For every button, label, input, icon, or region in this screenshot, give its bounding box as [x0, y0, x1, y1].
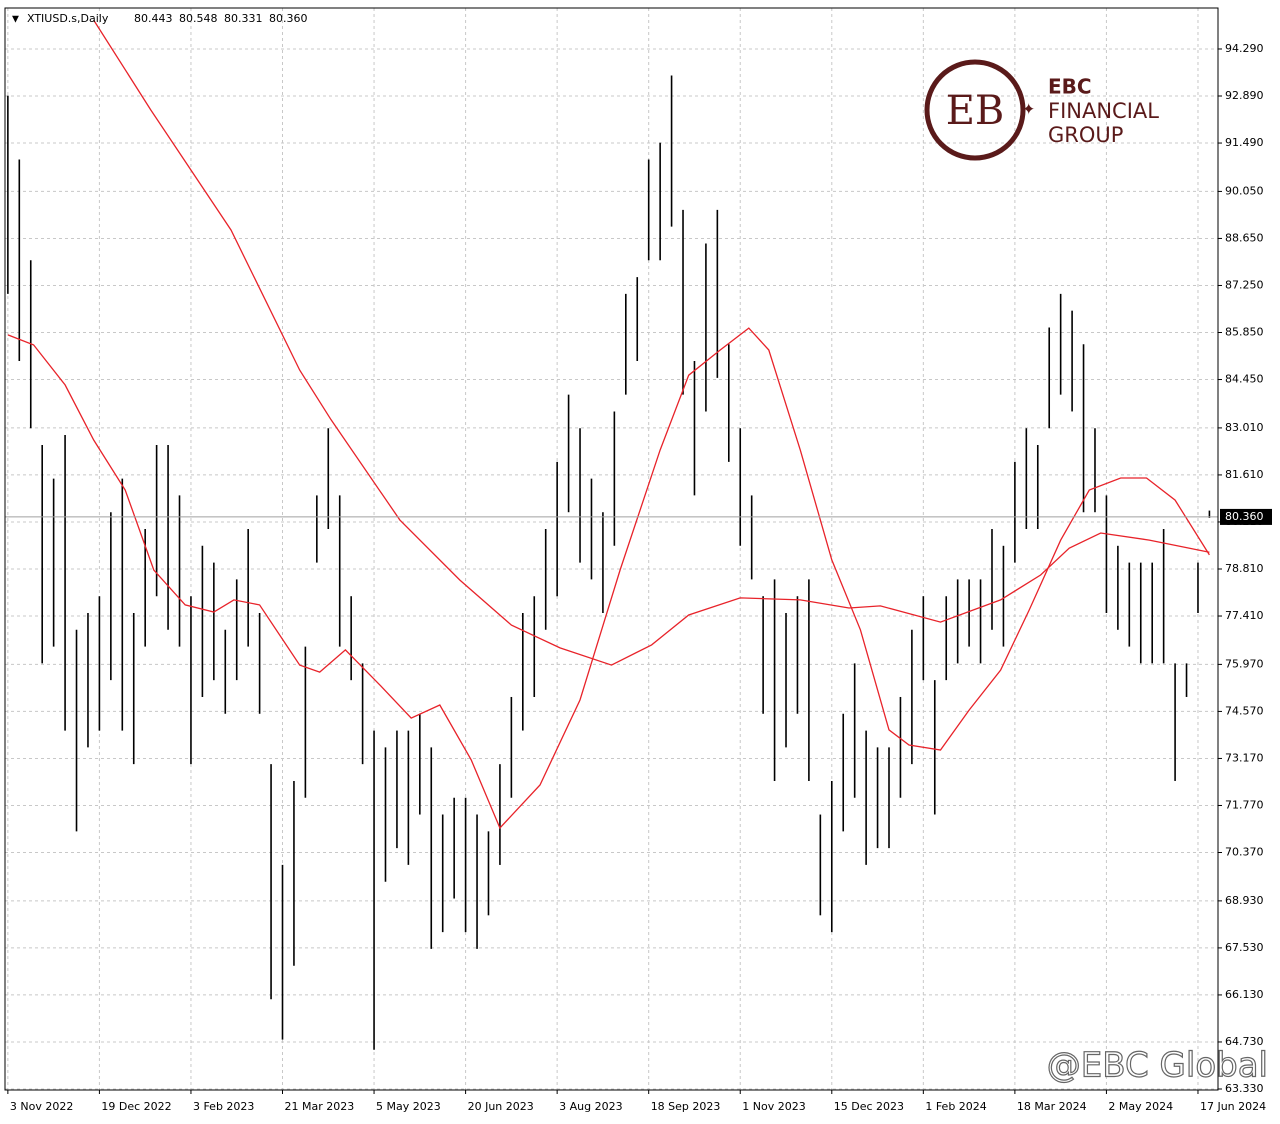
- logo-star: ✦: [1022, 100, 1035, 119]
- header-value: 80.443: [134, 12, 173, 25]
- logo-line1: EBC: [1048, 75, 1092, 99]
- symbol: XTIUSD.s,Daily: [27, 12, 109, 25]
- logo: EB ✦ EBC FINANCIAL GROUP: [924, 59, 1159, 161]
- x-tick-label: 5 May 2023: [376, 1100, 441, 1113]
- x-tick-label: 2 May 2024: [1108, 1100, 1173, 1113]
- y-tick-label: 85.850: [1225, 325, 1264, 338]
- y-tick-label: 63.330: [1225, 1082, 1264, 1095]
- x-tick-label: 18 Mar 2024: [1017, 1100, 1087, 1113]
- y-tick-label: 75.970: [1225, 657, 1264, 670]
- x-tick-label: 19 Dec 2022: [101, 1100, 171, 1113]
- y-tick-label: 67.530: [1225, 941, 1264, 954]
- x-tick-label: 17 Jun 2024: [1200, 1100, 1266, 1113]
- y-tick-label: 87.250: [1225, 278, 1264, 291]
- y-tick-label: 84.450: [1225, 373, 1264, 386]
- logo-mark: EB: [946, 88, 1005, 134]
- logo-line2: FINANCIAL: [1048, 99, 1159, 123]
- x-tick-label: 21 Mar 2023: [285, 1100, 355, 1113]
- y-tick-label: 70.370: [1225, 846, 1264, 859]
- x-tick-label: 15 Dec 2023: [834, 1100, 904, 1113]
- y-tick-label: 73.170: [1225, 751, 1264, 764]
- moving-average: [7, 327, 1210, 830]
- header-value: 80.331: [224, 12, 263, 25]
- logo-line3: GROUP: [1048, 123, 1123, 147]
- header-arrow: ▼: [12, 15, 19, 25]
- y-tick-label: 83.010: [1225, 421, 1264, 434]
- x-tick-label: 3 Aug 2023: [559, 1100, 622, 1113]
- y-tick-label: 77.410: [1225, 609, 1264, 622]
- y-tick-label: 92.890: [1225, 89, 1264, 102]
- header-value: 80.360: [269, 12, 308, 25]
- x-tick-label: 3 Nov 2022: [10, 1100, 73, 1113]
- watermark: @EBC Global: [1047, 1046, 1268, 1086]
- y-tick-label: 91.490: [1225, 136, 1264, 149]
- y-tick-label: 88.650: [1225, 231, 1264, 244]
- x-tick-label: 18 Sep 2023: [651, 1100, 721, 1113]
- y-tick-label: 78.810: [1225, 562, 1264, 575]
- plot-frame: [4, 7, 1219, 1091]
- x-tick-label: 1 Nov 2023: [742, 1100, 805, 1113]
- moving-average: [93, 19, 1210, 666]
- x-tick-label: 20 Jun 2023: [468, 1100, 534, 1113]
- y-tick-label: 81.610: [1225, 468, 1264, 481]
- grid: [5, 8, 1218, 1090]
- y-tick-label: 74.570: [1225, 704, 1264, 717]
- y-tick-label: 66.130: [1225, 988, 1264, 1001]
- y-tick-label: 90.050: [1225, 184, 1264, 197]
- y-tick-label: 71.770: [1225, 798, 1264, 811]
- plot-area: [5, 19, 1218, 1050]
- logo-ring: [924, 59, 1026, 161]
- last-price-label: 80.360: [1225, 510, 1264, 523]
- x-tick-label: 1 Feb 2024: [925, 1100, 986, 1113]
- header-value: 80.548: [179, 12, 218, 25]
- last-price-box: [1220, 508, 1272, 525]
- x-tick-label: 3 Feb 2023: [193, 1100, 254, 1113]
- y-tick-label: 94.290: [1225, 42, 1264, 55]
- y-tick-label: 68.930: [1225, 894, 1264, 907]
- y-tick-label: 64.730: [1225, 1035, 1264, 1048]
